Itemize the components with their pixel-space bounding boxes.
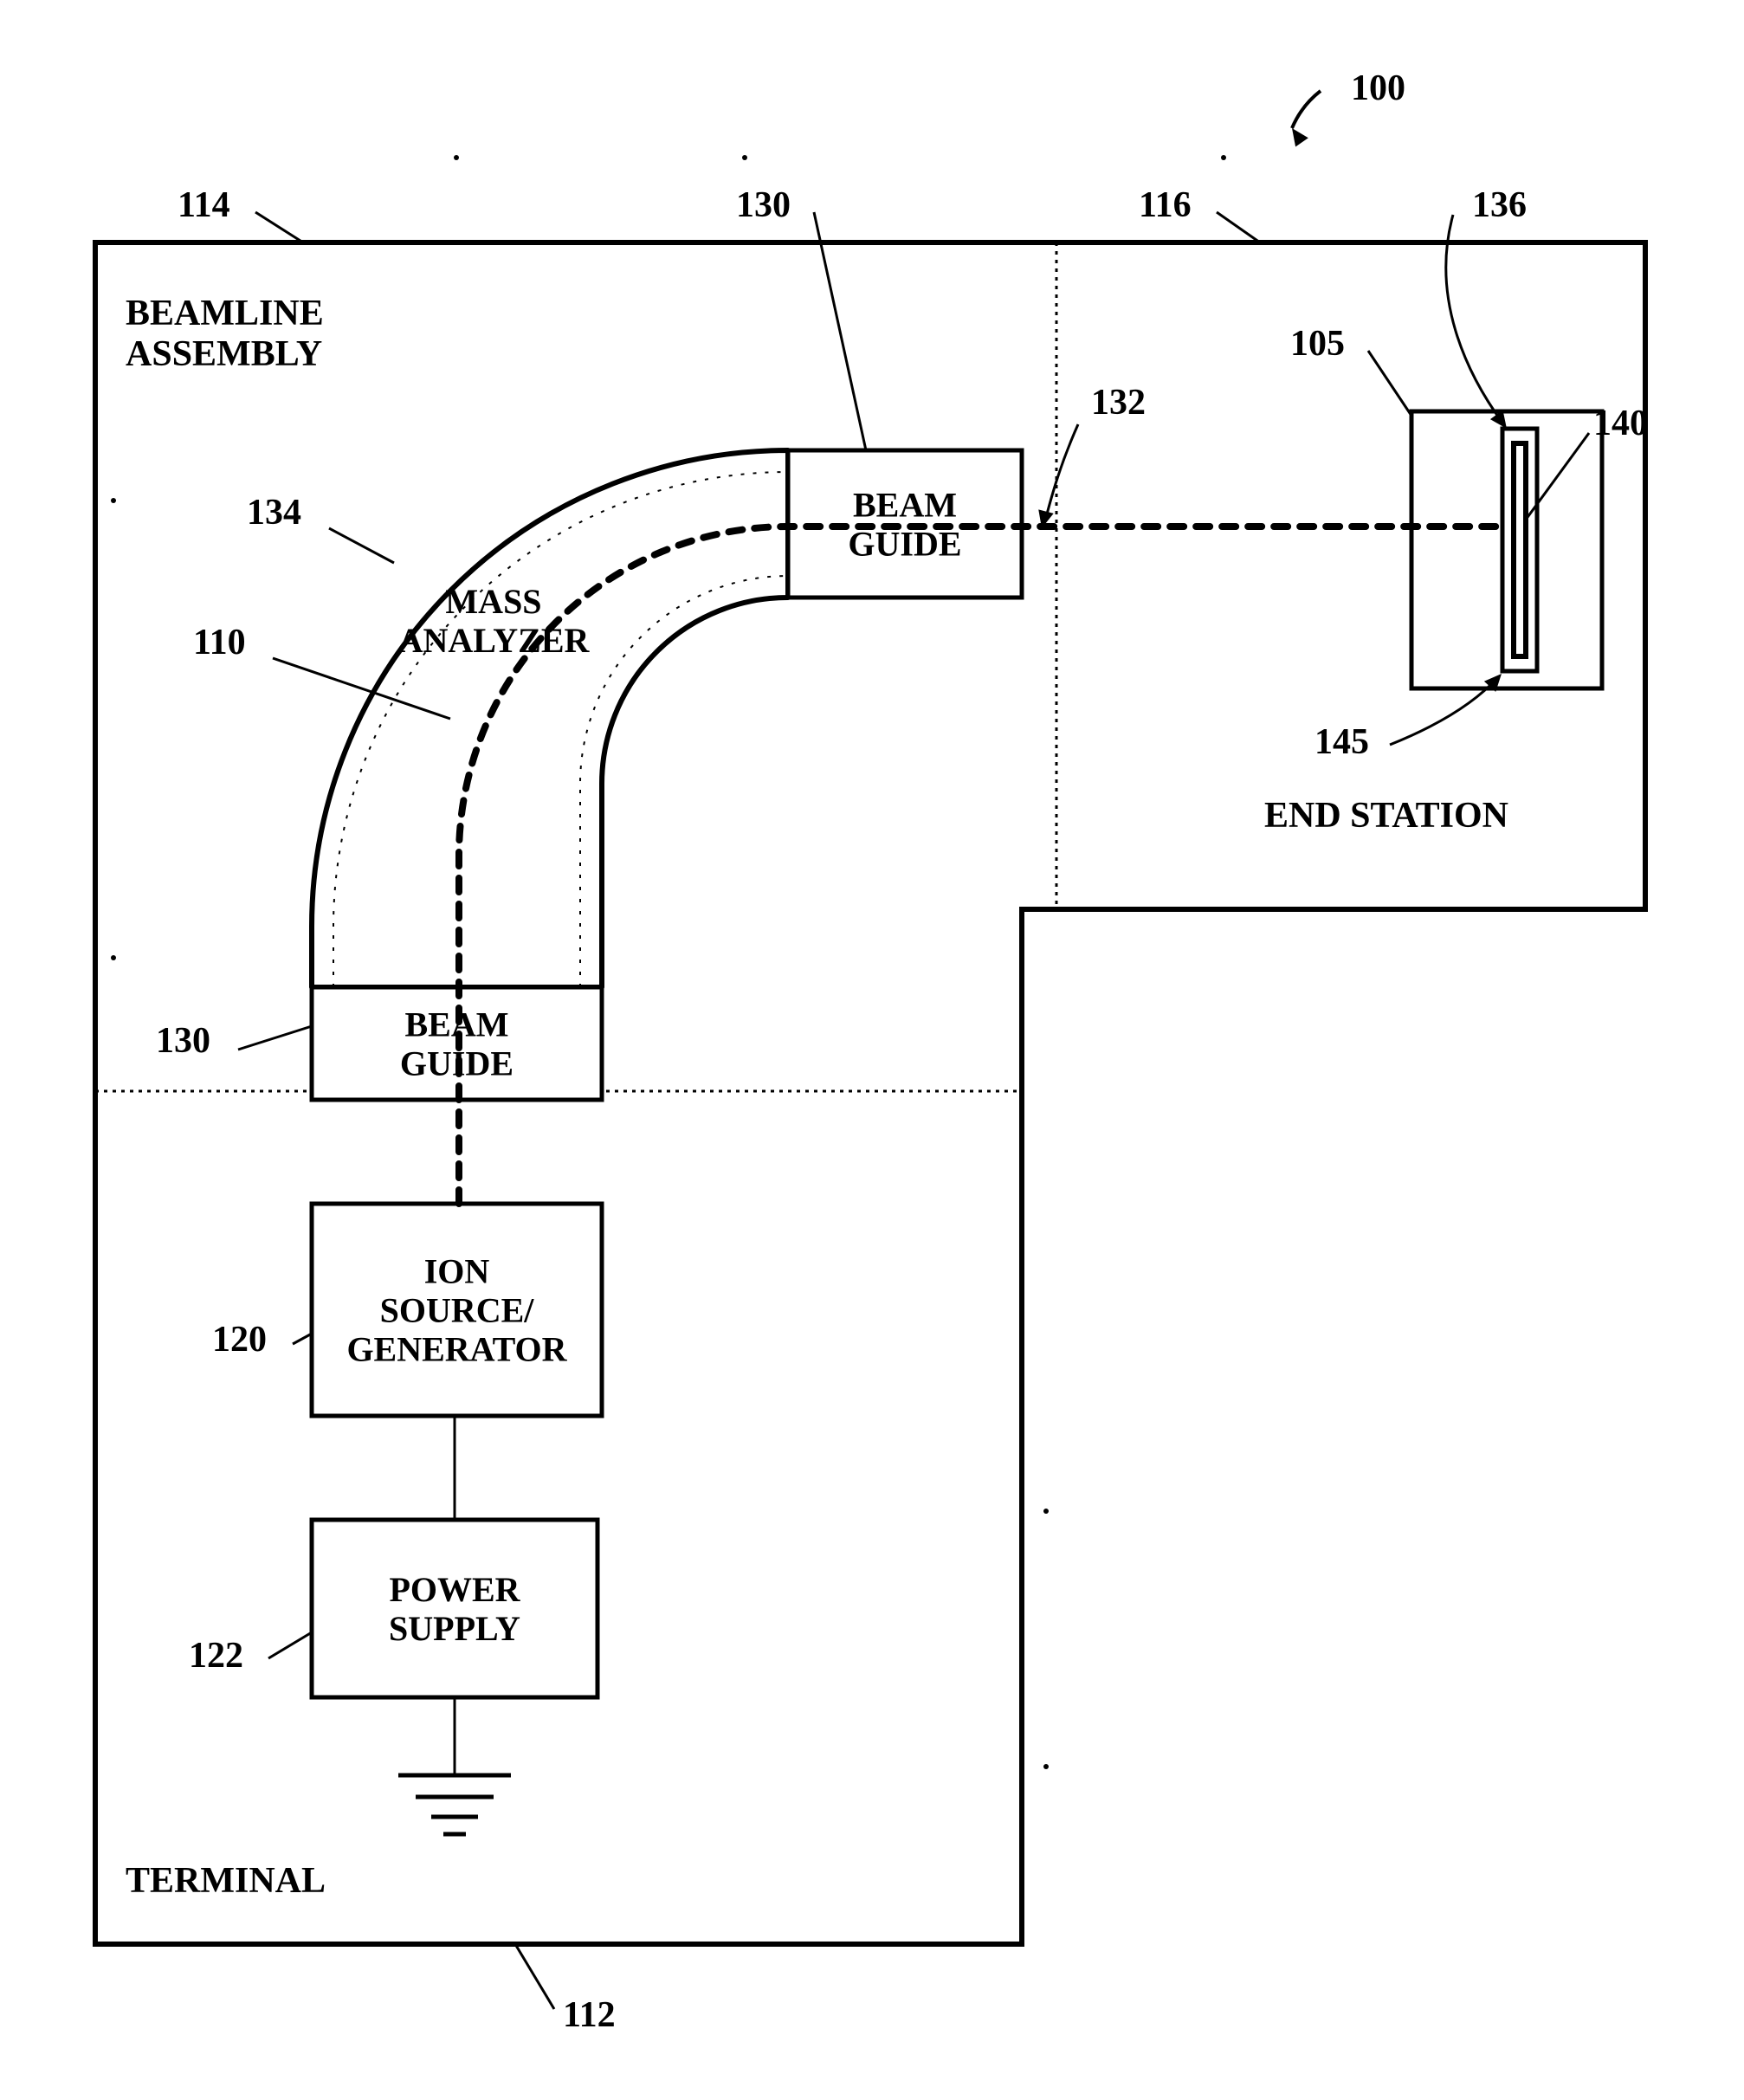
diagram-svg: BEAMLINEASSEMBLYEND STATIONTERMINALMASSA…: [35, 35, 1709, 2065]
svg-text:145: 145: [1314, 722, 1369, 762]
svg-text:TERMINAL: TERMINAL: [126, 1861, 326, 1901]
svg-text:110: 110: [193, 623, 246, 662]
svg-text:122: 122: [189, 1636, 243, 1676]
svg-text:134: 134: [247, 493, 301, 533]
svg-text:114: 114: [178, 185, 230, 225]
svg-text:120: 120: [212, 1320, 267, 1360]
svg-text:140: 140: [1593, 404, 1648, 443]
svg-text:136: 136: [1472, 185, 1527, 225]
svg-text:112: 112: [563, 1995, 616, 2035]
svg-text:116: 116: [1139, 185, 1192, 225]
svg-text:130: 130: [736, 185, 791, 225]
svg-text:105: 105: [1290, 324, 1345, 364]
svg-text:BEAMLINEASSEMBLY: BEAMLINEASSEMBLY: [126, 294, 324, 374]
svg-text:POWERSUPPLY: POWERSUPPLY: [389, 1570, 521, 1648]
svg-text:132: 132: [1091, 383, 1146, 423]
svg-text:130: 130: [156, 1021, 210, 1061]
diagram-root: BEAMLINEASSEMBLYEND STATIONTERMINALMASSA…: [35, 35, 1709, 2065]
svg-text:END STATION: END STATION: [1264, 796, 1508, 836]
svg-text:100: 100: [1351, 68, 1405, 108]
